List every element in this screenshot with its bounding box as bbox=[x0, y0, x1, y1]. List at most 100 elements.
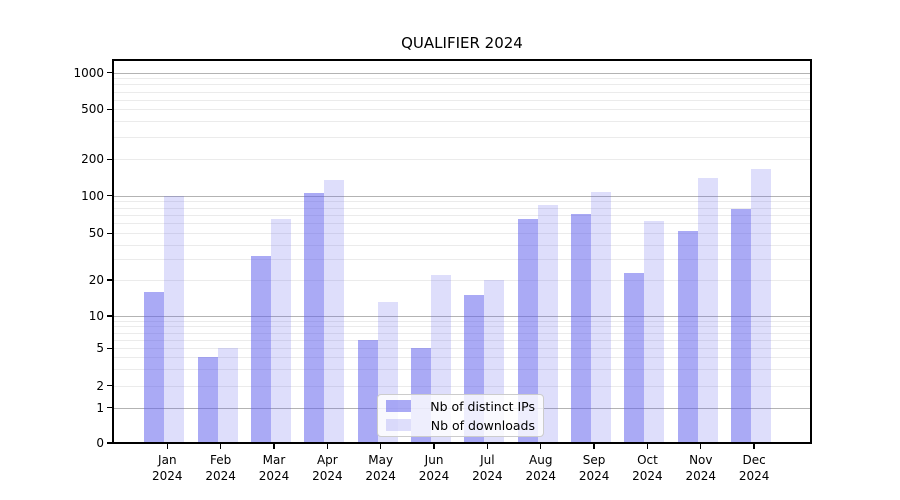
y-tick-2 bbox=[107, 385, 112, 387]
bar-mar-distinct-ips bbox=[251, 256, 271, 443]
minor-gridline-60 bbox=[113, 223, 811, 225]
x-tick-label-aug: Aug 2024 bbox=[525, 453, 557, 483]
x-tick-label-oct: Oct 2024 bbox=[632, 453, 663, 483]
bar-dec-distinct-ips bbox=[731, 208, 752, 443]
x-tick-label-apr: Apr 2024 bbox=[312, 453, 343, 483]
y-tick-200 bbox=[107, 158, 112, 160]
legend-label-downloads: Nb of downloads bbox=[430, 417, 535, 433]
minor-gridline-40 bbox=[113, 244, 811, 246]
bottom-spine bbox=[113, 442, 811, 444]
y-tick-label-500: 500 bbox=[81, 102, 104, 117]
chart-title: QUALIFIER 2024 bbox=[401, 34, 523, 52]
bar-sep-downloads bbox=[591, 191, 612, 443]
minor-gridline-600 bbox=[113, 99, 811, 101]
x-tick-oct bbox=[646, 444, 649, 449]
minor-gridline-3 bbox=[113, 369, 811, 371]
x-tick-jan bbox=[166, 444, 168, 449]
minor-gridline-30 bbox=[113, 259, 811, 261]
x-tick-label-jan: Jan 2024 bbox=[152, 453, 183, 483]
y-axis-spine bbox=[112, 59, 114, 444]
x-tick-apr bbox=[326, 444, 329, 449]
minor-gridline-50 bbox=[113, 233, 811, 235]
minor-gridline-5 bbox=[113, 348, 811, 350]
minor-gridline-500 bbox=[113, 109, 811, 111]
minor-gridline-7 bbox=[113, 332, 811, 334]
x-tick-label-may: May 2024 bbox=[365, 453, 396, 483]
minor-gridline-900 bbox=[113, 78, 811, 80]
x-tick-sep bbox=[593, 444, 595, 449]
y-tick-label-1000: 1000 bbox=[73, 65, 104, 80]
y-tick-label-50: 50 bbox=[88, 226, 104, 241]
minor-gridline-800 bbox=[113, 84, 811, 86]
y-tick-5 bbox=[107, 347, 112, 349]
bar-oct-distinct-ips bbox=[624, 272, 645, 443]
bar-feb-downloads bbox=[217, 348, 238, 443]
x-tick-label-nov: Nov 2024 bbox=[685, 453, 717, 483]
x-tick-label-dec: Dec 2024 bbox=[738, 453, 770, 483]
minor-gridline-6 bbox=[113, 339, 811, 341]
y-tick-0 bbox=[107, 442, 112, 444]
minor-gridline-20 bbox=[113, 280, 811, 281]
bar-dec-downloads bbox=[751, 169, 772, 443]
bar-apr-distinct-ips bbox=[304, 193, 325, 443]
bar-sep-distinct-ips bbox=[571, 213, 592, 443]
y-tick-50 bbox=[107, 232, 112, 234]
minor-gridline-8 bbox=[113, 326, 811, 328]
minor-gridline-2 bbox=[113, 385, 811, 387]
bar-aug-distinct-ips bbox=[517, 219, 538, 443]
legend-swatch-distinct-ips bbox=[386, 400, 411, 412]
y-tick-label-1: 1 bbox=[96, 400, 104, 415]
bar-nov-distinct-ips bbox=[677, 231, 698, 443]
minor-gridline-700 bbox=[113, 91, 811, 93]
y-tick-label-0: 0 bbox=[96, 436, 104, 450]
y-tick-label-10: 10 bbox=[88, 309, 104, 323]
y-tick-20 bbox=[107, 279, 112, 281]
major-gridline-10 bbox=[113, 316, 811, 317]
right-spine bbox=[810, 59, 812, 444]
x-tick-jul bbox=[486, 444, 489, 449]
major-gridline-100 bbox=[113, 195, 811, 197]
x-tick-mar bbox=[273, 444, 275, 449]
y-tick-label-20: 20 bbox=[88, 273, 104, 287]
legend-row-distinct-ips: Nb of distinct IPs bbox=[386, 399, 535, 414]
bar-may-distinct-ips bbox=[357, 339, 378, 443]
y-tick-500 bbox=[107, 108, 112, 110]
y-tick-100 bbox=[107, 195, 112, 197]
x-tick-label-jun: Jun 2024 bbox=[418, 453, 450, 483]
minor-gridline-400 bbox=[113, 121, 811, 123]
x-tick-dec bbox=[753, 444, 755, 449]
y-tick-1 bbox=[107, 407, 112, 409]
plot-area: Nb of distinct IPs Nb of downloads bbox=[112, 59, 812, 444]
major-gridline-1000 bbox=[113, 72, 811, 74]
minor-gridline-70 bbox=[113, 215, 811, 217]
y-tick-label-2: 2 bbox=[96, 378, 104, 393]
x-tick-label-mar: Mar 2024 bbox=[258, 453, 290, 483]
bar-aug-downloads bbox=[537, 204, 558, 443]
minor-gridline-4 bbox=[113, 357, 811, 359]
x-tick-label-sep: Sep 2024 bbox=[578, 453, 610, 483]
minor-gridline-300 bbox=[113, 137, 811, 139]
legend: Nb of distinct IPs Nb of downloads bbox=[377, 394, 544, 437]
x-tick-aug bbox=[540, 444, 542, 449]
bar-nov-downloads bbox=[697, 178, 718, 443]
minor-gridline-9 bbox=[113, 320, 811, 322]
x-tick-may bbox=[380, 444, 382, 449]
minor-gridline-200 bbox=[113, 159, 811, 161]
legend-row-downloads: Nb of downloads bbox=[386, 418, 535, 433]
legend-swatch-downloads bbox=[386, 419, 411, 431]
y-tick-label-100: 100 bbox=[81, 188, 104, 203]
y-tick-10 bbox=[107, 315, 112, 317]
y-tick-label-200: 200 bbox=[81, 152, 104, 167]
x-tick-feb bbox=[219, 444, 222, 449]
bar-jan-distinct-ips bbox=[144, 291, 165, 443]
y-tick-1000 bbox=[107, 72, 112, 74]
bar-jan-downloads bbox=[164, 195, 185, 443]
bar-mar-downloads bbox=[271, 219, 291, 443]
bar-apr-downloads bbox=[324, 179, 345, 443]
bar-oct-downloads bbox=[644, 220, 665, 443]
minor-gridline-80 bbox=[113, 207, 811, 209]
bar-feb-distinct-ips bbox=[197, 357, 218, 443]
x-tick-label-jul: Jul 2024 bbox=[472, 453, 503, 483]
y-tick-label-5: 5 bbox=[96, 341, 104, 356]
x-tick-jun bbox=[433, 444, 435, 449]
